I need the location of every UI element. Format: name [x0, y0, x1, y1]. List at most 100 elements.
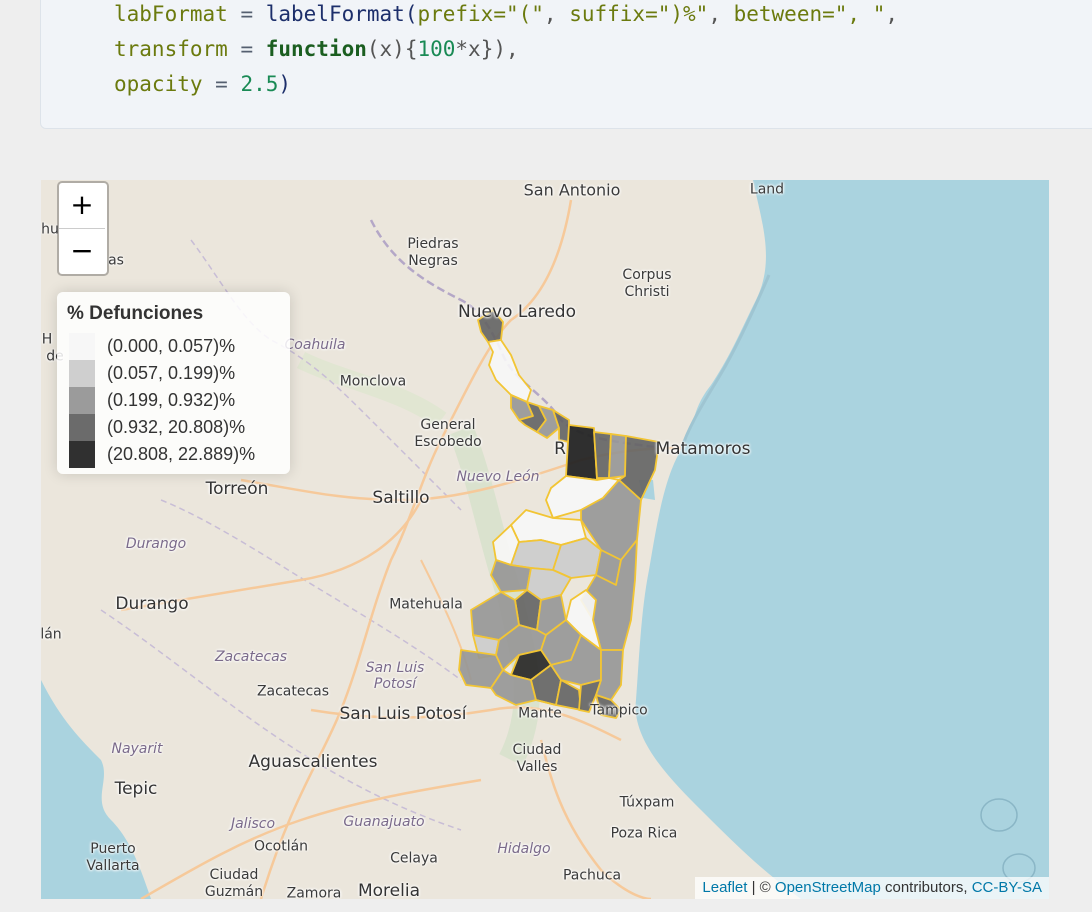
municipality[interactable] [490, 669, 537, 706]
municipality[interactable] [552, 409, 570, 443]
code-block: labFormat = labelFormat(prefix="(", suff… [40, 0, 1092, 129]
code-token: 100 [417, 37, 456, 61]
code-token: prefix= [417, 2, 506, 26]
place-label: as [108, 252, 124, 269]
code-token: ) [278, 72, 292, 96]
code-token: , [708, 2, 734, 26]
place-label: hu [41, 221, 59, 238]
code-token: = [227, 2, 266, 26]
code-token: , [885, 2, 898, 26]
place-label: Celaya [390, 850, 438, 867]
place-label: Poza Rica [610, 825, 678, 842]
place-label: Mante [518, 705, 562, 722]
code-token: *x}) [455, 37, 506, 61]
region-label: Nayarit [111, 741, 163, 757]
code-token: , [505, 37, 519, 61]
place-label: Ocotlán [253, 838, 309, 855]
legend-swatch [69, 360, 95, 387]
place-label: Corpus Christi [622, 267, 672, 300]
osm-link[interactable]: OpenStreetMap [774, 879, 881, 896]
tamaulipas-choropleth[interactable] [458, 309, 660, 719]
highway [539, 739, 652, 899]
map-contour [980, 798, 1018, 832]
international-border [369, 219, 662, 450]
place-label: Saltillo [372, 488, 430, 508]
place-label: lán [41, 626, 62, 643]
place-label: Zamora [286, 885, 342, 900]
legend-label: (0.199, 0.932)% [107, 390, 236, 410]
place-label: R [554, 439, 566, 459]
zoom-out-button[interactable]: − [59, 228, 105, 274]
legend-title: % Defunciones [67, 303, 204, 324]
municipality[interactable] [608, 433, 627, 479]
code-token: labFormat [114, 2, 228, 26]
state-border [160, 499, 462, 681]
zoom-control: + − [57, 181, 109, 276]
map-attribution: Leaflet | © OpenStreetMap contributors, … [695, 877, 1049, 899]
gulf-of-mexico [635, 180, 1049, 899]
code-token: ")%" [657, 2, 709, 26]
attribution-text: contributors, [880, 879, 972, 896]
place-label: Pachuca [562, 867, 622, 884]
place-label: General Escobedo [414, 417, 482, 450]
municipality[interactable] [535, 679, 582, 711]
region-label: Zacatecas [214, 649, 288, 665]
code-token: "(" [505, 2, 544, 26]
place-label: Túxpam [619, 794, 675, 811]
region-label: Guanajuato [343, 814, 425, 830]
region-label: San Luis Potosí [365, 660, 425, 692]
highway [310, 706, 622, 742]
place-label: Zacatecas [256, 683, 330, 700]
relief [296, 351, 447, 428]
code-token: ", " [834, 2, 886, 26]
license-link[interactable]: CC-BY-SA [971, 879, 1042, 896]
place-label: Torreón [205, 479, 269, 499]
barrier-island [679, 274, 771, 451]
code-token: , [543, 2, 570, 26]
place-label: Monclova [339, 373, 407, 390]
map-legend: % Defunciones (0.000, 0.057)% (0.057, 0.… [57, 292, 290, 474]
code-token: opacity [114, 72, 203, 96]
region-label: Jalisco [230, 816, 276, 832]
place-label: Piedras Negras [407, 236, 459, 269]
code-token: = [227, 37, 266, 61]
code-token: = [202, 72, 241, 96]
highway [140, 778, 482, 899]
state-border [100, 609, 462, 831]
leaflet-link[interactable]: Leaflet [702, 879, 748, 896]
code-line-labformat: labFormat = labelFormat(prefix="(", suff… [114, 0, 898, 29]
code-token: suffix= [569, 2, 658, 26]
region-label: Coahuila [284, 337, 346, 353]
municipality[interactable] [578, 679, 602, 713]
code-token: labelFormat [265, 2, 405, 26]
code-token: between= [733, 2, 835, 26]
place-label: Durango [115, 594, 189, 614]
place-label: Tampico [590, 702, 648, 719]
map-base-tiles[interactable] [41, 180, 1049, 899]
region-label: Nuevo León [456, 469, 540, 485]
legend-swatch [69, 441, 95, 468]
municipality[interactable] [595, 694, 622, 719]
code-token: 2.5 [240, 72, 279, 96]
municipality[interactable] [565, 424, 598, 481]
place-label: Ciudad Guzmán [204, 867, 264, 899]
leaflet-map[interactable]: San Antonio Land Piedras Negras Corpus C… [41, 180, 1049, 899]
place-label: Matamoros [655, 439, 751, 459]
place-label: Land [749, 181, 785, 198]
region-label: Hidalgo [497, 841, 551, 857]
legend-swatch [69, 414, 95, 441]
place-label: Puerto Vallarta [86, 841, 140, 874]
highway [120, 499, 423, 612]
legend-label: (0.057, 0.199)% [107, 363, 236, 383]
code-token: transform [114, 37, 228, 61]
legend-label: (0.932, 20.808)% [107, 417, 246, 437]
code-token: (x){ [366, 37, 418, 61]
code-line-transform: transform = function(x){100*x}), [114, 34, 519, 64]
place-label: San Antonio [523, 180, 621, 200]
legend-label: (20.808, 22.889)% [107, 444, 256, 464]
pacific-ocean [41, 680, 151, 899]
legend-label: (0.000, 0.057)% [107, 336, 236, 356]
place-label: Aguascalientes [248, 752, 378, 772]
legend-swatch [69, 333, 95, 360]
zoom-in-button[interactable]: + [70, 188, 94, 221]
